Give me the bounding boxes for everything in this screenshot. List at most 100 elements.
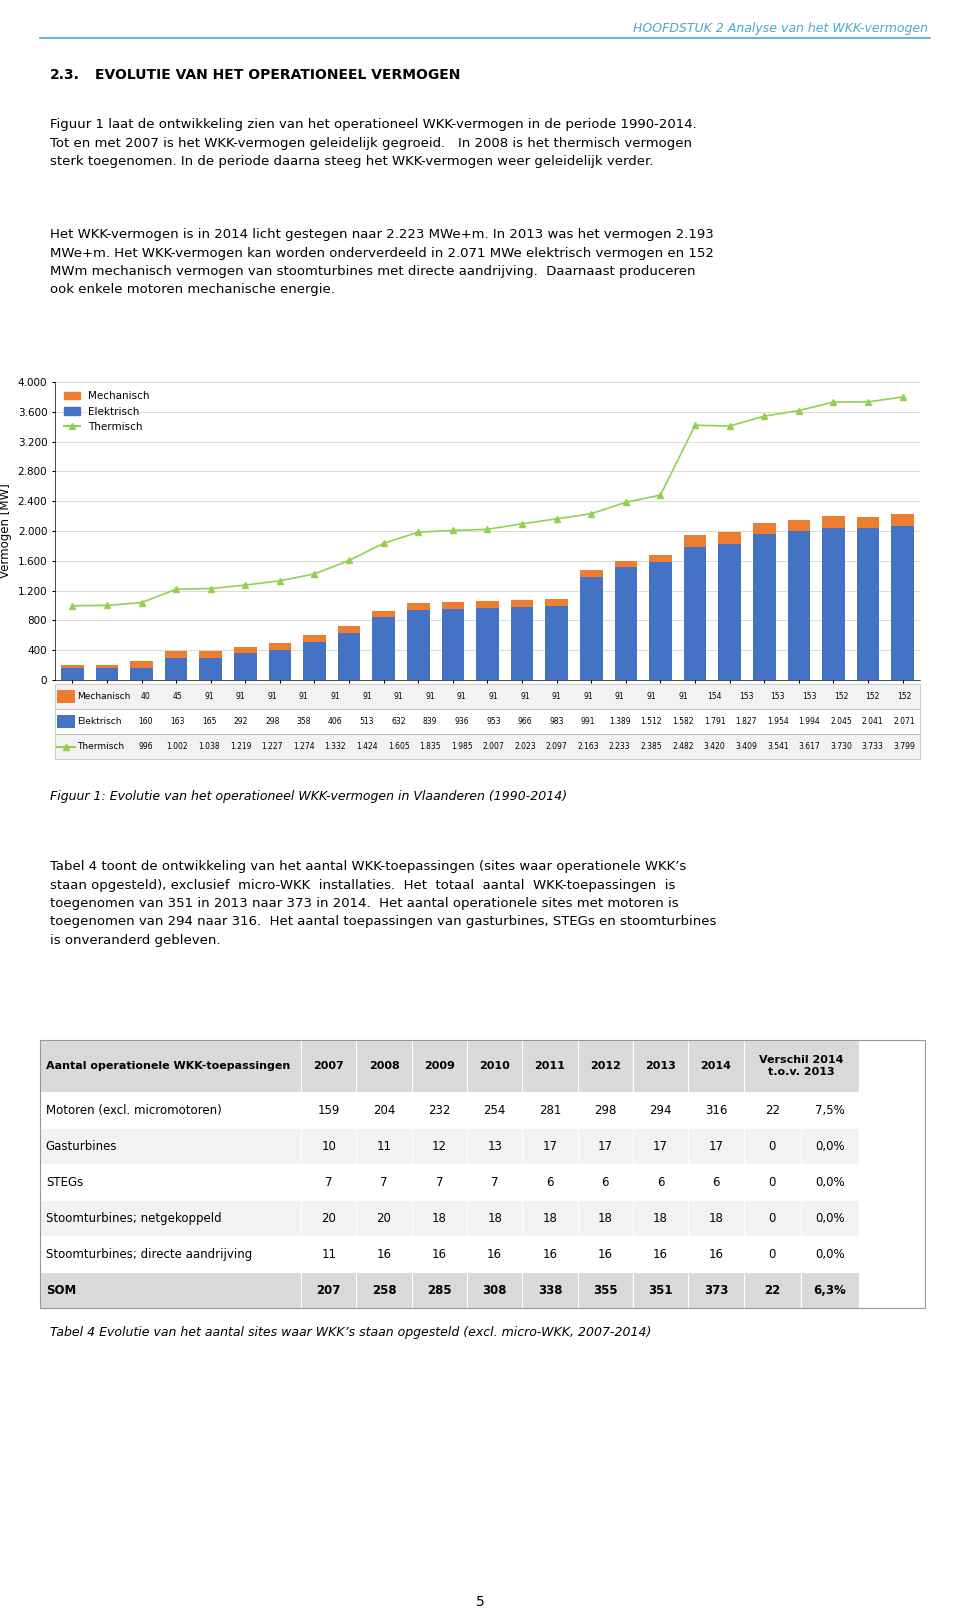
Text: 2.097: 2.097: [545, 742, 567, 750]
Bar: [545, 606, 568, 681]
Text: 3.617: 3.617: [799, 742, 820, 750]
Bar: [545, 600, 568, 606]
Text: STEGs: STEGs: [46, 1176, 83, 1188]
Text: 22: 22: [765, 1103, 780, 1116]
Text: 91: 91: [584, 692, 593, 702]
Text: 91: 91: [362, 692, 372, 702]
Text: 160: 160: [138, 716, 153, 726]
Bar: [338, 626, 360, 632]
Bar: [580, 569, 603, 577]
Text: HOOFDSTUK 2 Analyse van het WKK-vermogen: HOOFDSTUK 2 Analyse van het WKK-vermogen: [633, 23, 928, 36]
Text: 152: 152: [834, 692, 849, 702]
Text: 285: 285: [427, 1284, 451, 1297]
Bar: [614, 561, 637, 568]
Text: 91: 91: [457, 692, 467, 702]
Text: 991: 991: [581, 716, 595, 726]
Text: 2012: 2012: [589, 1061, 621, 1070]
Text: 3.730: 3.730: [830, 742, 852, 750]
Text: Tabel 4 toont de ontwikkeling van het aantal WKK-toepassingen (sites waar operat: Tabel 4 toont de ontwikkeling van het aa…: [50, 860, 716, 948]
Text: 16: 16: [598, 1247, 612, 1261]
Text: 18: 18: [598, 1211, 612, 1224]
Text: 3.733: 3.733: [862, 742, 883, 750]
Bar: [753, 522, 776, 535]
Text: 91: 91: [615, 692, 625, 702]
Text: Aantal operationele WKK-toepassingen: Aantal operationele WKK-toepassingen: [46, 1061, 290, 1070]
Text: 0,0%: 0,0%: [815, 1211, 845, 1224]
Text: 513: 513: [360, 716, 374, 726]
Text: Elektrisch: Elektrisch: [77, 716, 122, 726]
Text: 1.227: 1.227: [261, 742, 283, 750]
Text: 11: 11: [376, 1140, 392, 1153]
Text: 91: 91: [647, 692, 657, 702]
Text: 6: 6: [546, 1176, 554, 1188]
Bar: [787, 521, 810, 532]
Bar: [61, 665, 84, 668]
Text: Tabel 4 Evolutie van het aantal sites waar WKK’s staan opgesteld (excl. micro-WK: Tabel 4 Evolutie van het aantal sites wa…: [50, 1326, 652, 1339]
Text: 281: 281: [539, 1103, 562, 1116]
Text: 1.389: 1.389: [609, 716, 631, 726]
Bar: [857, 527, 879, 681]
Bar: [823, 527, 845, 681]
Text: 2014: 2014: [701, 1061, 732, 1070]
Text: 16: 16: [542, 1247, 558, 1261]
Text: 839: 839: [423, 716, 438, 726]
Text: 153: 153: [771, 692, 785, 702]
Bar: [753, 535, 776, 681]
Text: 294: 294: [649, 1103, 672, 1116]
Text: 18: 18: [542, 1211, 558, 1224]
Bar: [857, 516, 879, 527]
Text: 11: 11: [322, 1247, 336, 1261]
Text: 1.219: 1.219: [229, 742, 252, 750]
Text: 163: 163: [170, 716, 184, 726]
Bar: [580, 577, 603, 681]
Text: 966: 966: [517, 716, 532, 726]
Text: 18: 18: [488, 1211, 502, 1224]
Bar: [338, 632, 360, 681]
Text: 16: 16: [653, 1247, 668, 1261]
Text: 373: 373: [704, 1284, 728, 1297]
Text: Het WKK-vermogen is in 2014 licht gestegen naar 2.223 MWe+m. In 2013 was het ver: Het WKK-vermogen is in 2014 licht gesteg…: [50, 228, 714, 296]
Text: 91: 91: [489, 692, 498, 702]
Bar: [165, 658, 187, 681]
Bar: [131, 661, 153, 668]
Bar: [614, 568, 637, 681]
Text: 2.071: 2.071: [894, 716, 915, 726]
Text: 91: 91: [236, 692, 246, 702]
Text: 298: 298: [265, 716, 279, 726]
Text: 2.233: 2.233: [609, 742, 631, 750]
Bar: [684, 547, 707, 681]
Text: 232: 232: [428, 1103, 450, 1116]
Bar: [649, 555, 672, 563]
Bar: [234, 647, 256, 653]
Text: 2.007: 2.007: [483, 742, 504, 750]
Text: 17: 17: [708, 1140, 724, 1153]
Bar: [131, 668, 153, 681]
Text: 2009: 2009: [424, 1061, 455, 1070]
Text: 2.041: 2.041: [862, 716, 883, 726]
Text: 6,3%: 6,3%: [813, 1284, 846, 1297]
Y-axis label: Vermogen [MW]: Vermogen [MW]: [0, 483, 12, 579]
Text: 0,0%: 0,0%: [815, 1140, 845, 1153]
Text: 12: 12: [432, 1140, 446, 1153]
Text: 1.038: 1.038: [198, 742, 220, 750]
Text: 10: 10: [322, 1140, 336, 1153]
Text: 7: 7: [436, 1176, 444, 1188]
Bar: [476, 608, 499, 681]
Text: 355: 355: [593, 1284, 617, 1297]
Text: 45: 45: [173, 692, 182, 702]
Bar: [442, 602, 464, 610]
Text: 18: 18: [653, 1211, 668, 1224]
Text: Stoomturbines; directe aandrijving: Stoomturbines; directe aandrijving: [46, 1247, 252, 1261]
Text: 1.791: 1.791: [704, 716, 726, 726]
Text: 1.512: 1.512: [640, 716, 662, 726]
Text: 91: 91: [330, 692, 340, 702]
Text: 16: 16: [432, 1247, 446, 1261]
Text: 16: 16: [708, 1247, 724, 1261]
Text: Figuur 1 laat de ontwikkeling zien van het operationeel WKK-vermogen in de perio: Figuur 1 laat de ontwikkeling zien van h…: [50, 118, 697, 168]
Bar: [269, 650, 291, 681]
Bar: [892, 514, 914, 526]
Text: 2.3.: 2.3.: [50, 68, 80, 82]
Bar: [303, 642, 325, 681]
Text: 258: 258: [372, 1284, 396, 1297]
Text: 22: 22: [764, 1284, 780, 1297]
